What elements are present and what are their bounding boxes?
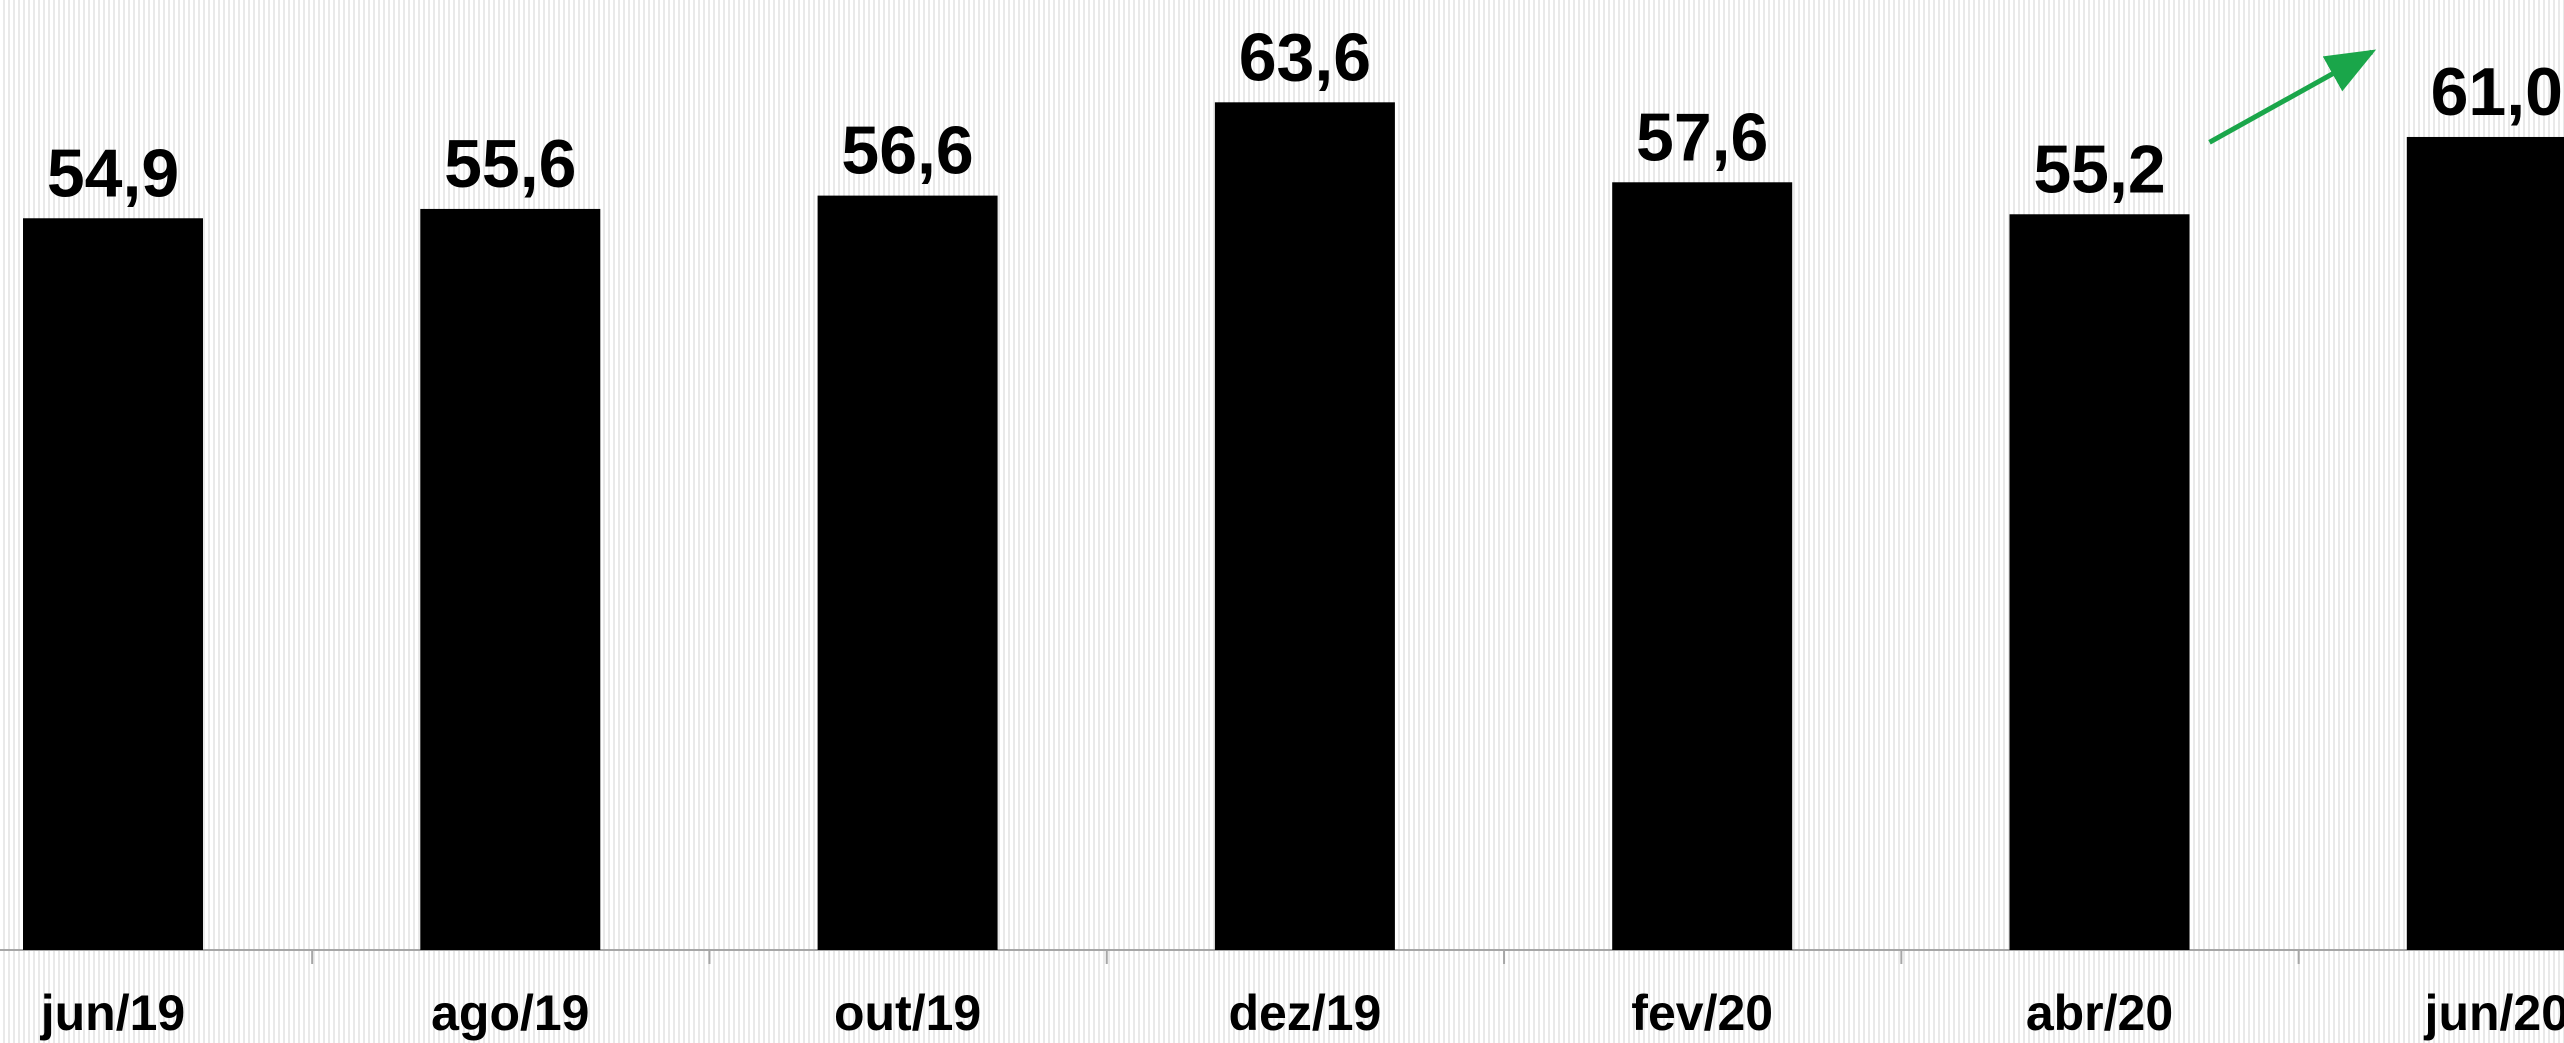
value-label-jun-19: 54,9 — [47, 135, 179, 211]
bars — [23, 102, 2564, 950]
tick-label-abr-20: abr/20 — [2026, 985, 2173, 1041]
bar-dez-19 — [1214, 102, 1395, 950]
tick-label-dez-19: dez/19 — [1228, 985, 1381, 1041]
x-axis — [0, 949, 2564, 964]
tick-label-ago-19: ago/19 — [431, 985, 589, 1041]
value-label-dez-19: 63,6 — [1239, 19, 1371, 95]
value-label-ago-19: 55,6 — [444, 126, 576, 202]
tick-label-out-19: out/19 — [834, 985, 981, 1041]
bar-abr-20 — [2009, 214, 2190, 950]
tick-label-jun-19: jun/19 — [40, 985, 185, 1041]
value-label-out-19: 56,6 — [841, 113, 973, 189]
tick-label-jun-20: jun/20 — [2424, 985, 2564, 1041]
bar-out-19 — [817, 195, 998, 950]
bar-fev-20 — [1612, 182, 1793, 950]
annotations — [2208, 49, 2377, 145]
value-label-jun-20: 61,0 — [2431, 54, 2563, 130]
increase-arrow — [2208, 49, 2377, 145]
value-labels: 54,9 55,6 56,6 63,6 57,6 55,2 61,0 — [47, 19, 2563, 211]
tick-label-fev-20: fev/20 — [1631, 985, 1773, 1041]
bar-jun-19 — [23, 218, 203, 950]
bar-jun-20 — [2406, 136, 2564, 950]
value-label-fev-20: 57,6 — [1636, 99, 1768, 175]
value-label-abr-20: 55,2 — [2033, 131, 2165, 207]
bar-ago-19 — [420, 208, 601, 950]
x-tick-labels: jun/19 ago/19 out/19 dez/19 fev/20 abr/20 jun/… — [40, 985, 2564, 1041]
